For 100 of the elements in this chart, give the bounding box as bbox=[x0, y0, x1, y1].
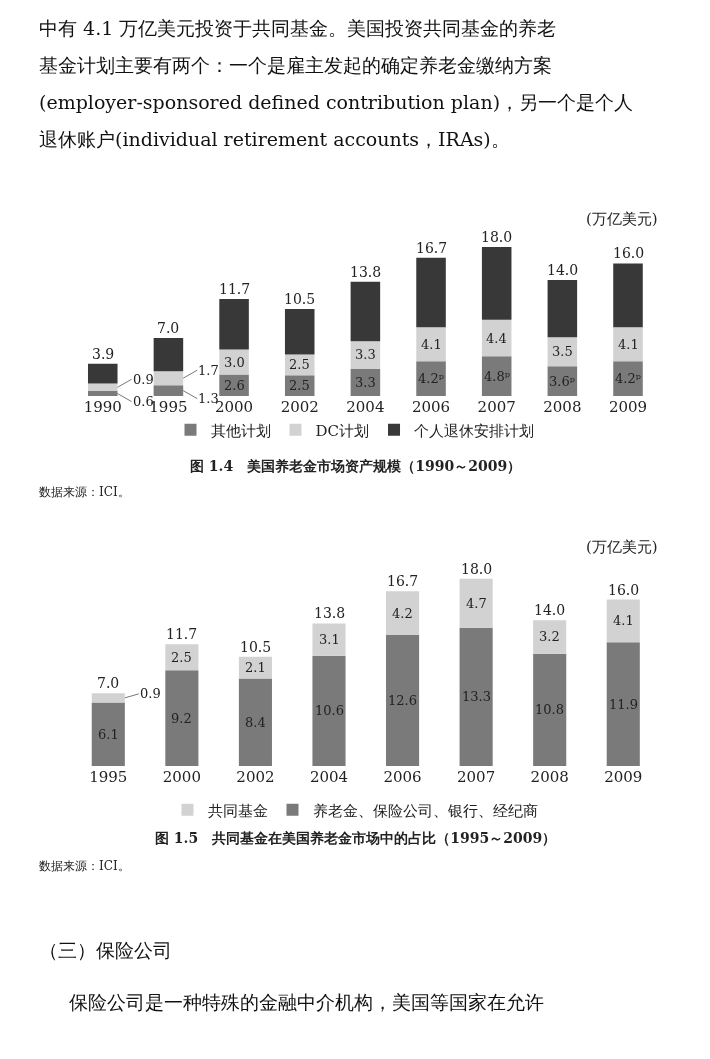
text: 中有 4.1 万亿美元投资于共同基金。美国投资共同基金的养老 bbox=[39, 17, 557, 39]
data-label: 2.1 bbox=[245, 660, 266, 675]
legend-label: DC计划 bbox=[315, 421, 370, 440]
data-label: 4.2ᵖ bbox=[615, 371, 641, 386]
data-label: 3.3 bbox=[355, 347, 376, 362]
total-label: 16.0 bbox=[608, 582, 640, 598]
data-label: 3.5 bbox=[552, 344, 573, 359]
data-label: 2.5 bbox=[171, 650, 192, 665]
text: （三）保险公司 bbox=[39, 939, 172, 961]
data-label: 3.6ᵖ bbox=[549, 374, 575, 389]
source-note: 数据来源：ICI。 bbox=[39, 859, 130, 873]
data-label: 6.1 bbox=[98, 727, 119, 742]
bar bbox=[606, 599, 640, 643]
data-label: 4.4 bbox=[486, 331, 507, 346]
data-label: 11.9 bbox=[609, 697, 638, 712]
bar bbox=[238, 678, 272, 766]
x-tick-label: 1995 bbox=[89, 768, 128, 786]
bar bbox=[613, 361, 643, 396]
bar bbox=[87, 363, 118, 384]
bar bbox=[613, 263, 643, 328]
x-tick-label: 2009 bbox=[608, 398, 648, 416]
data-label: 4.7 bbox=[466, 596, 487, 611]
text: (employer-sponsored defined contribution plan)，另一个是个人 bbox=[39, 91, 634, 113]
bar bbox=[153, 385, 184, 396]
x-tick-label: 2002 bbox=[236, 768, 275, 786]
x-tick-label: 2000 bbox=[162, 768, 201, 786]
total-label: 14.0 bbox=[547, 262, 579, 278]
data-label: 4.1 bbox=[421, 337, 442, 352]
legend-label: 个人退休安排计划 bbox=[414, 421, 535, 440]
x-tick-label: 2004 bbox=[309, 768, 349, 786]
total-label: 10.5 bbox=[240, 639, 272, 655]
bar bbox=[386, 634, 420, 766]
legend-label: 共同基金 bbox=[207, 801, 268, 820]
text: 保险公司是一种特殊的金融中介机构，美国等国家在允许 bbox=[69, 991, 544, 1013]
bar bbox=[386, 591, 420, 635]
bar bbox=[91, 693, 125, 703]
bar bbox=[416, 361, 446, 396]
total-label: 16.7 bbox=[416, 240, 448, 256]
bar bbox=[165, 670, 199, 766]
total-label: 10.5 bbox=[284, 291, 316, 307]
text: 图 1.4 美国养老金市场资产规模（1990～2009） bbox=[190, 458, 522, 474]
data-label: 13.3 bbox=[462, 689, 491, 704]
bar bbox=[547, 280, 578, 338]
bar bbox=[416, 257, 446, 328]
bar bbox=[87, 383, 118, 392]
total-label: 18.0 bbox=[481, 229, 513, 245]
data-label: 3.2 bbox=[539, 629, 560, 644]
total-label: 11.7 bbox=[166, 626, 198, 642]
text: 基金计划主要有两个：一个是雇主发起的确定养老金缴纳方案 bbox=[39, 54, 552, 76]
data-label: 4.2ᵖ bbox=[418, 371, 444, 386]
x-tick-label: 1990 bbox=[83, 398, 122, 416]
bar bbox=[165, 644, 199, 671]
text: 退休账户(individual retirement accounts，IRAs)。 bbox=[39, 128, 510, 150]
bar bbox=[91, 702, 125, 766]
data-label: 4.2 bbox=[392, 606, 413, 621]
bar bbox=[312, 655, 346, 766]
bar bbox=[350, 281, 381, 342]
data-label: 4.1 bbox=[618, 337, 639, 352]
bar bbox=[312, 623, 346, 656]
bar bbox=[533, 653, 567, 766]
data-label: 3.3 bbox=[355, 375, 376, 390]
bar bbox=[416, 327, 446, 362]
source-note: 数据来源：ICI。 bbox=[39, 485, 130, 499]
total-label: 7.0 bbox=[157, 320, 180, 336]
bar bbox=[153, 338, 184, 372]
bar bbox=[219, 299, 249, 350]
total-label: 13.8 bbox=[314, 605, 346, 621]
total-label: 13.8 bbox=[350, 264, 382, 280]
legend-label: 其他计划 bbox=[210, 421, 271, 440]
data-label: 2.6 bbox=[224, 378, 245, 393]
x-tick-label: 2002 bbox=[280, 398, 319, 416]
legend-label: 养老金、保险公司、银行、经纪商 bbox=[312, 801, 538, 820]
x-tick-label: 2004 bbox=[346, 398, 385, 416]
bar bbox=[153, 371, 184, 386]
bar bbox=[87, 391, 118, 396]
data-label: 3.1 bbox=[319, 632, 340, 647]
text: 图 1.5 共同基金在美国养老金市场中的占比（1995～2009） bbox=[155, 830, 557, 846]
bar bbox=[284, 309, 315, 355]
total-label: 14.0 bbox=[534, 602, 566, 618]
x-tick-label: 2006 bbox=[411, 398, 451, 416]
total-label: 11.7 bbox=[219, 281, 251, 297]
y-axis-title: (万亿美元) bbox=[586, 538, 658, 556]
total-label: 16.0 bbox=[613, 245, 645, 261]
bar bbox=[606, 642, 640, 766]
x-tick-label: 2007 bbox=[457, 768, 496, 786]
bar bbox=[459, 578, 493, 628]
data-label: 4.1 bbox=[613, 613, 634, 628]
data-label: 2.5 bbox=[289, 357, 310, 372]
data-label: 10.6 bbox=[315, 703, 344, 718]
total-label: 3.9 bbox=[92, 346, 115, 362]
data-label: 0.9 bbox=[140, 686, 161, 701]
data-label: 3.0 bbox=[224, 355, 245, 370]
bar bbox=[533, 620, 567, 654]
x-tick-label: 2006 bbox=[383, 768, 422, 786]
x-tick-label: 2008 bbox=[530, 768, 569, 786]
data-label: 0.6 bbox=[133, 394, 154, 409]
bar bbox=[459, 627, 493, 766]
data-label: 0.9 bbox=[133, 372, 154, 387]
data-label: 8.4 bbox=[245, 715, 266, 730]
total-label: 18.0 bbox=[461, 561, 493, 577]
